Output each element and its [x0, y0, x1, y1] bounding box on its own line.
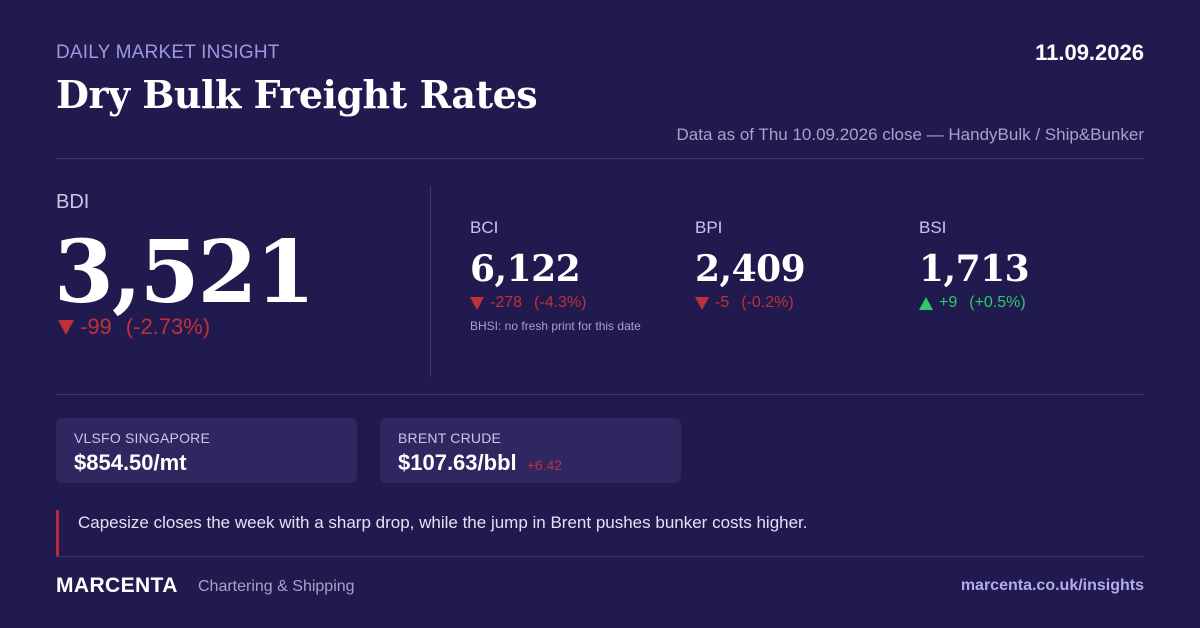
brand-logo: MARCENTA [56, 574, 178, 597]
divider-bottom [56, 556, 1144, 557]
vlsfo-label: VLSFO SINGAPORE [74, 430, 211, 446]
sub-index-change: -278 (-4.3%) [470, 294, 641, 312]
brent-row: $107.63/bbl +6.42 [398, 450, 663, 476]
sub-index-bci: BCI 6,122 -278 (-4.3%) BHSI: no fresh pr… [470, 218, 641, 333]
brent-label: BRENT CRUDE [398, 430, 502, 446]
sub-index-bpi: BPI 2,409 -5 (-0.2%) [695, 218, 806, 312]
down-triangle-icon [695, 296, 709, 310]
sub-index-label: BCI [470, 218, 499, 237]
bdi-label: BDI [56, 191, 90, 213]
sub-index-label: BPI [695, 218, 723, 237]
sub-index-value: 2,409 [695, 248, 806, 290]
sub-index-change: -5 (-0.2%) [695, 294, 805, 312]
divider-top [56, 158, 1144, 159]
bdi-change-points: -99 [80, 314, 112, 339]
brent-delta: +6.42 [526, 457, 563, 473]
down-triangle-icon [58, 319, 74, 335]
bdi-value: 3,521 [54, 222, 315, 323]
sub-index-label: BSI [919, 218, 947, 237]
bdi-change: -99 (-2.73%) [58, 314, 210, 340]
data-source-note: Data as of Thu 10.09.2026 close — HandyB… [676, 125, 1144, 144]
sub-index-change-points: -5 [715, 294, 730, 311]
bhsi-note: BHSI: no fresh print for this date [470, 319, 641, 333]
sub-index-value: 6,122 [470, 248, 581, 290]
brent-card: BRENT CRUDE $107.63/bbl +6.42 [380, 418, 681, 483]
sub-index-value: 1,713 [919, 248, 1030, 290]
sub-index-change-percent: (-4.3%) [534, 294, 587, 311]
sub-index-change-points: +9 [939, 294, 958, 311]
divider-middle [56, 394, 1144, 395]
vlsfo-row: $854.50/mt [74, 450, 339, 476]
sub-index-change-points: -278 [490, 294, 523, 311]
report-date: 11.09.2026 [1035, 40, 1144, 65]
commentary-quote: Capesize closes the week with a sharp dr… [56, 510, 808, 556]
divider-vertical [430, 186, 431, 377]
brent-value: $107.63/bbl [398, 450, 517, 475]
page-title: Dry Bulk Freight Rates [56, 72, 538, 117]
eyebrow-label: DAILY MARKET INSIGHT [56, 42, 280, 63]
down-triangle-icon [470, 296, 484, 310]
website-link[interactable]: marcenta.co.uk/insights [960, 577, 1144, 594]
sub-index-change: +9 (+0.5%) [919, 294, 1029, 312]
vlsfo-value: $854.50/mt [74, 450, 187, 475]
sub-index-bsi: BSI 1,713 +9 (+0.5%) [919, 218, 1030, 312]
bdi-change-percent: (-2.73%) [125, 314, 211, 339]
up-triangle-icon [919, 296, 933, 310]
vlsfo-card: VLSFO SINGAPORE $854.50/mt [56, 418, 357, 483]
sub-index-change-percent: (+0.5%) [969, 294, 1026, 311]
sub-index-change-percent: (-0.2%) [741, 294, 794, 311]
brand-tagline: Chartering & Shipping [198, 578, 355, 595]
